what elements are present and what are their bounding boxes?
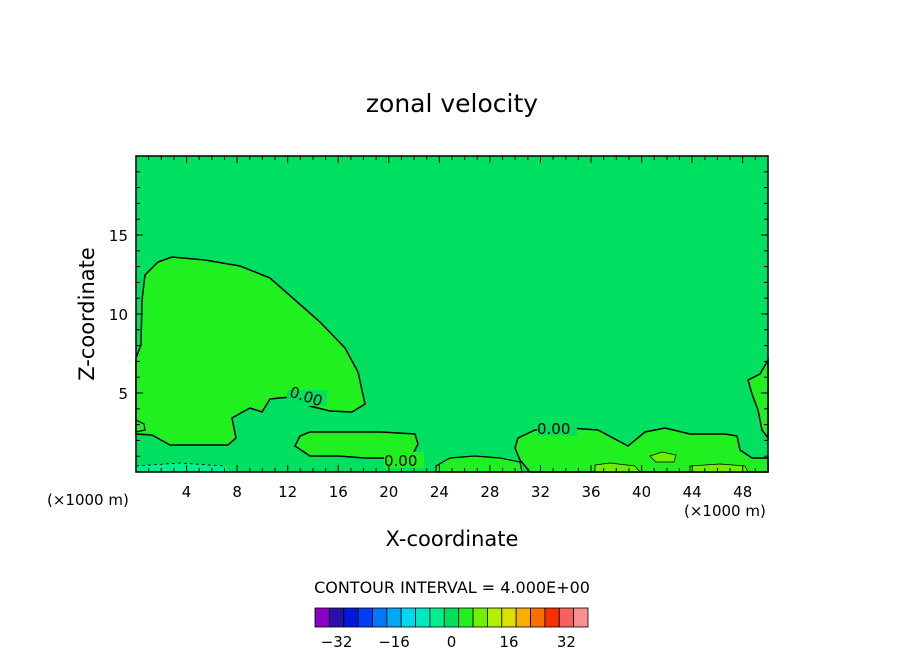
colorbar-swatch: [501, 607, 517, 628]
svg-text:0.00: 0.00: [384, 452, 417, 470]
colorbar-swatch: [443, 607, 460, 628]
colorbar-swatch: [573, 607, 589, 628]
colorbar-swatch: [487, 607, 503, 628]
y-tick-label: 5: [118, 385, 128, 403]
colorbar-swatch: [458, 607, 474, 628]
colorbar-tick-label: 0: [447, 633, 457, 651]
x-axis-unit: (×1000 m): [47, 491, 129, 509]
colorbar-swatch: [400, 607, 416, 628]
colorbar-swatch: [429, 607, 445, 628]
x-tick-label: 28: [480, 483, 499, 501]
y-tick-label: 15: [109, 227, 128, 245]
contour-label-2: 0.00: [537, 420, 577, 438]
colorbar-swatch: [343, 607, 359, 628]
colorbar-swatch: [328, 607, 345, 628]
y-axis-unit: (×1000 m): [684, 502, 766, 520]
plot-area: 0.00 0.00 0.00: [135, 155, 769, 473]
contour-label-3: 0.00: [384, 452, 424, 470]
x-tick-label: 24: [430, 483, 449, 501]
weak-positive-patch-2: [649, 451, 677, 463]
x-tick-label: 40: [632, 483, 651, 501]
small-contour-left: [135, 419, 146, 433]
weak-positive-patch-3: [689, 463, 749, 473]
colorbar-swatch: [357, 607, 373, 628]
x-tick-label: 4: [182, 483, 192, 501]
x-tick-label: 32: [531, 483, 550, 501]
x-tick-label: 44: [683, 483, 702, 501]
weak-negative-contour: [135, 462, 226, 467]
y-axis-label: Z-coordinate: [75, 247, 99, 381]
weak-negative-strip: [136, 463, 230, 472]
x-axis-label: X-coordinate: [386, 527, 519, 551]
x-tick-label: 16: [329, 483, 348, 501]
x-axis-ticks: 4 8 12 16 20 24 28 32 36 40 44 48: [148, 156, 756, 501]
y-tick-label: 10: [109, 306, 128, 324]
colorbar-tick-labels: −32 −16 0 16 32: [321, 633, 576, 651]
colorbar-swatch: [558, 607, 575, 628]
colorbar-swatch: [472, 607, 488, 628]
positive-region-edge: [747, 357, 769, 441]
x-tick-label: 12: [278, 483, 297, 501]
colorbar-swatch: [386, 607, 402, 628]
colorbar-swatch: [544, 607, 560, 628]
colorbar-tick-label: −16: [378, 633, 410, 651]
colorbar-swatch: [530, 607, 546, 628]
x-tick-label: 48: [733, 483, 752, 501]
colorbar-tick-label: 32: [557, 633, 576, 651]
x-tick-label: 36: [581, 483, 600, 501]
chart-title: zonal velocity: [366, 89, 538, 118]
x-tick-label: 20: [379, 483, 398, 501]
colorbar-tick-label: −32: [321, 633, 353, 651]
x-tick-label: 8: [232, 483, 242, 501]
colorbar: [314, 607, 589, 628]
colorbar-swatch: [415, 607, 431, 628]
contour-interval-text: CONTOUR INTERVAL = 4.000E+00: [314, 578, 590, 597]
colorbar-tick-label: 16: [499, 633, 518, 651]
svg-text:0.00: 0.00: [537, 420, 570, 438]
colorbar-swatch: [314, 607, 330, 628]
colorbar-swatch: [515, 607, 531, 628]
y-axis-ticks: 5 10 15: [109, 171, 768, 457]
colorbar-swatch: [372, 607, 388, 628]
